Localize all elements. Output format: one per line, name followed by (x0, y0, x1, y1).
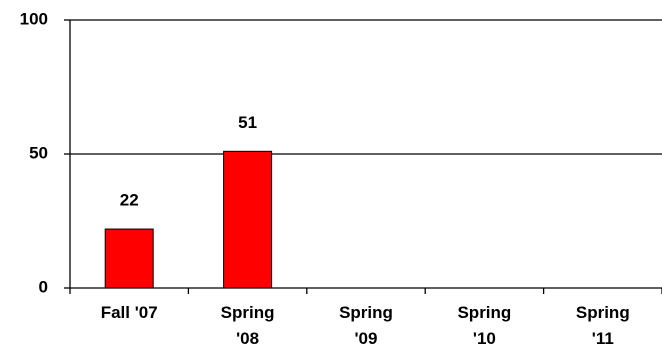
data-label: 51 (238, 113, 257, 132)
bar (104, 228, 154, 289)
x-tick-label: Fall '07 (100, 303, 158, 322)
bar (223, 150, 273, 289)
y-tick-label: 100 (20, 9, 48, 28)
y-tick-label: 50 (29, 143, 48, 162)
data-label: 22 (120, 191, 139, 210)
x-tick-label: Spring '09 (339, 303, 393, 348)
x-tick-label: Spring '11 (575, 303, 630, 348)
x-tick-label: Spring '08 (220, 303, 275, 348)
y-tick-label: 0 (39, 277, 48, 296)
x-tick-label: Spring '10 (457, 303, 512, 348)
